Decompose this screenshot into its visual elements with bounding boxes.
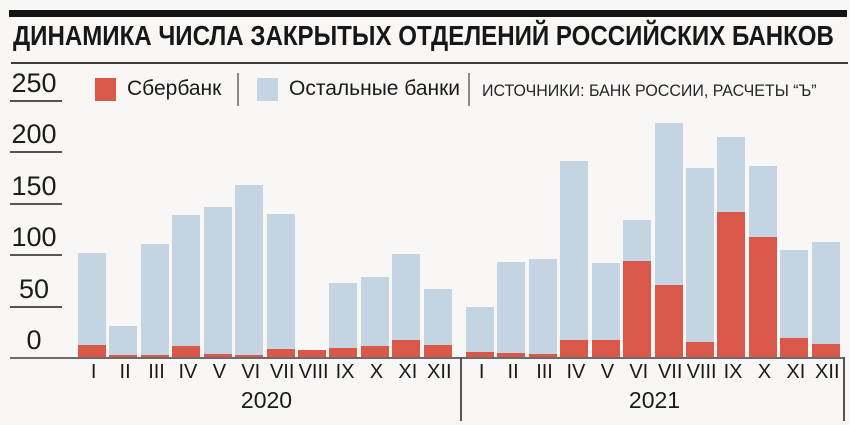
year-divider-0 [460,357,462,421]
bar-other-banks-2020-II [109,326,138,357]
x-axis-label-2021-XI: XI [786,361,806,383]
x-axis-label-2021-III: III [536,361,553,383]
bar-sberbank-2020-V [203,353,232,357]
x-axis-label-2020-II: II [119,361,131,383]
bar-sberbank-2021-X [748,236,777,357]
top-black-bar [9,10,847,17]
y-gridline-250 [10,100,62,102]
bar-sberbank-2021-VII [654,285,683,357]
x-axis-label-2021-VI: VI [629,361,649,383]
x-axis-label-2021-II: II [507,361,519,383]
bar-other-banks-2020-V [203,206,232,357]
source-label: ИСТОЧНИКИ: БАНК РОССИИ, РАСЧЕТЫ “Ъ” [482,81,817,100]
bar-sberbank-2020-VIII [297,349,326,357]
bar-other-banks-2020-X [360,276,389,357]
bar-sberbank-2020-XII [423,344,452,357]
bar-sberbank-2020-IV [172,345,201,357]
bar-other-banks-2020-I [78,253,106,357]
bar-sberbank-2020-I [78,344,106,357]
x-axis-label-2020-XI: XI [398,361,418,383]
bar-sberbank-2020-XI [392,339,421,357]
x-axis-label-2021-XII: XII [815,361,840,383]
x-axis-label-2021-X: X [757,361,772,383]
x-axis-label-2021-IX: IX [723,361,743,383]
bar-sberbank-2021-IX [717,212,746,357]
bar-other-banks-2021-XII [811,241,840,357]
x-axis-label-2020-V: V [212,361,227,383]
bar-other-banks-2020-IV [172,215,201,357]
x-axis-label-2021-I: I [478,361,485,383]
x-axis-label-2021-VII: VII [657,361,683,383]
bar-other-banks-2021-I [466,306,494,357]
bar-sberbank-2021-IV [560,339,589,357]
year-label-2021: 2021 [628,387,681,413]
other-banks-swatch-icon [257,78,278,101]
bar-sberbank-2020-II [109,354,138,357]
bar-sberbank-2021-XII [811,343,840,357]
y-axis-label-150: 150 [11,170,57,201]
x-axis-label-2020-I: I [90,361,97,383]
bar-sberbank-2020-III [140,354,169,357]
bar-sberbank-2020-IX [329,347,358,357]
bar-sberbank-2020-VI [235,354,264,357]
x-axis-label-2020-VIII: VIII [298,361,329,383]
bar-sberbank-2021-II [497,352,526,357]
bar-other-banks-2020-III [140,243,169,357]
bar-other-banks-2021-III [528,259,557,357]
bar-other-banks-2020-IX [329,282,358,357]
bar-sberbank-2020-X [360,345,389,357]
x-axis-label-2020-XII: XII [427,361,452,383]
bar-other-banks-2020-VI [235,185,264,357]
y-axis-label-250: 250 [11,68,57,98]
sberbank-swatch-icon [95,78,116,101]
y-axis-label-50: 50 [18,273,50,304]
bar-sberbank-2021-III [528,353,557,357]
bar-sberbank-2021-XI [780,338,809,357]
x-axis-label-2021-VIII: VIII [686,361,717,383]
x-axis-label-2020-VII: VII [269,361,295,383]
title-divider [11,62,848,64]
bar-sberbank-2021-VI [623,261,652,357]
bar-sberbank-2021-I [466,351,494,357]
y-gridline-50 [10,305,62,308]
x-axis-label-2020-IX: IX [335,361,355,383]
year-label-2020: 2020 [240,387,293,413]
x-axis-label-2020-X: X [369,361,384,383]
bar-other-banks-2021-IV [560,160,589,357]
legend-divider-1 [237,73,239,106]
x-axis-label-2021-V: V [600,361,615,383]
chart-title: ДИНАМИКА ЧИСЛА ЗАКРЫТЫХ ОТДЕЛЕНИЙ РОССИЙ… [13,20,834,51]
legend-divider-2 [468,73,470,106]
y-gridline-200 [10,151,62,154]
x-axis-label-2020-III: III [148,361,165,383]
x-axis-label-2021-IV: IV [566,361,586,383]
legend-label-sberbank: Сбербанк [127,77,222,100]
bar-sberbank-2020-VII [266,348,295,357]
legend-label-other-banks: Остальные банки [289,77,461,100]
y-axis-label-200: 200 [11,119,57,150]
bar-other-banks-2020-VII [266,214,295,357]
y-gridline-150 [10,202,62,205]
bar-sberbank-2021-V [591,339,620,357]
y-axis-label-100: 100 [11,222,57,253]
bar-other-banks-2021-II [497,262,526,357]
x-axis-line [10,357,845,359]
y-gridline-100 [10,254,62,257]
y-axis-label-0: 0 [26,325,42,355]
x-axis-label-2020-IV: IV [178,361,198,383]
bar-sberbank-2021-VIII [685,341,714,357]
year-divider-1 [843,357,845,421]
bar-other-banks-2021-VIII [685,167,714,357]
x-axis-label-2020-VI: VI [241,361,261,383]
